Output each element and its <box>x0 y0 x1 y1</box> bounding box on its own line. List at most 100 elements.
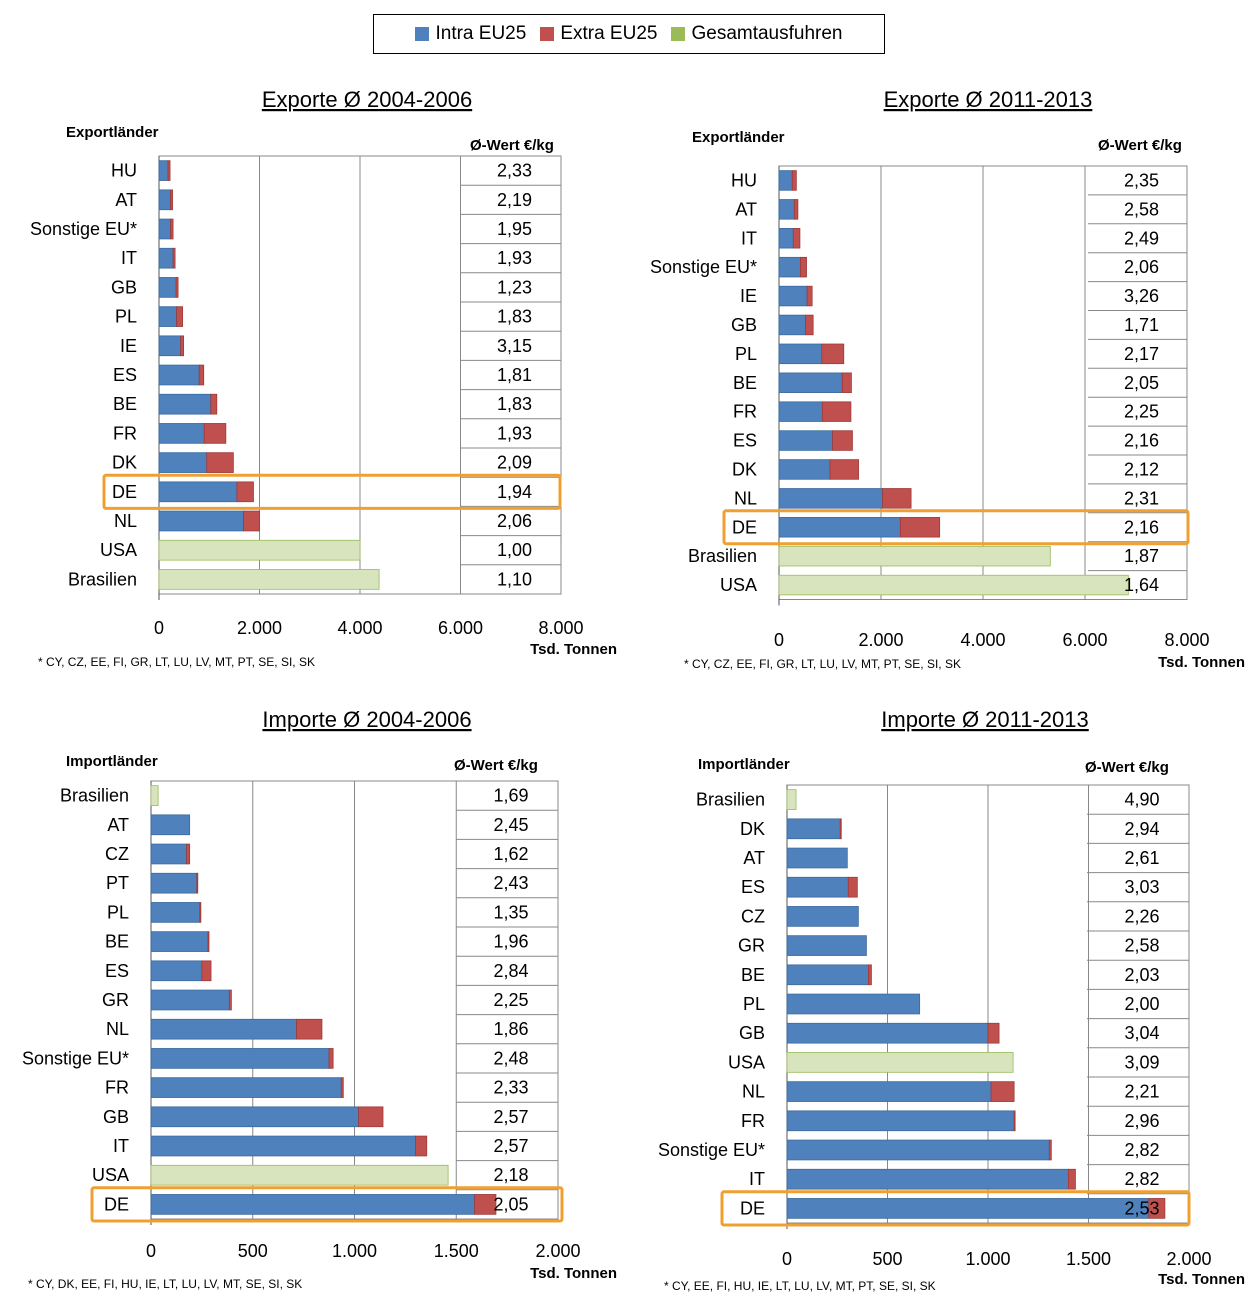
bar-extra <box>196 872 199 894</box>
value-label: 1,64 <box>1124 575 1159 595</box>
category-label: AT <box>743 848 765 868</box>
category-label: Brasilien <box>688 546 757 566</box>
legend-swatch-intra <box>415 27 430 41</box>
value-header: Ø-Wert €/kg <box>470 137 554 154</box>
bar-intra <box>150 1194 475 1215</box>
bar-intra <box>158 277 177 298</box>
category-label: FR <box>113 423 137 443</box>
chart-legend: Intra EU25 Extra EU25 Gesamtausfuhren <box>373 14 885 54</box>
value-label: 1,23 <box>497 277 532 297</box>
legend-label-intra: Intra EU25 <box>435 23 527 44</box>
category-label: ES <box>733 431 757 451</box>
category-label: PL <box>107 902 129 922</box>
value-label: 2,49 <box>1124 228 1159 248</box>
value-label: 1,93 <box>497 423 532 443</box>
category-label: Sonstige EU* <box>30 219 137 239</box>
value-label: 1,95 <box>497 219 532 239</box>
bar-intra <box>158 364 200 386</box>
x-tick-label: 500 <box>238 1241 268 1261</box>
bar-intra <box>786 1198 1150 1219</box>
bar-extra <box>899 517 941 538</box>
x-tick-label: 4.000 <box>960 630 1005 650</box>
value-label: 3,09 <box>1124 1052 1159 1072</box>
value-header: Ø-Wert €/kg <box>454 757 538 774</box>
value-label: 2,84 <box>493 961 528 981</box>
category-label: DE <box>104 1194 129 1214</box>
value-label: 1,10 <box>497 569 532 589</box>
x-tick-label: 8.000 <box>538 618 583 638</box>
category-label: DE <box>740 1198 765 1218</box>
value-label: 2,35 <box>1124 170 1159 190</box>
bar-extra <box>170 189 173 211</box>
bar-intra <box>150 1018 297 1040</box>
x-tick-label: 0 <box>146 1241 156 1261</box>
value-label: 1,93 <box>497 248 532 268</box>
bar-extra <box>340 1077 344 1098</box>
value-label: 1,00 <box>497 540 532 560</box>
bar-gesamt <box>150 785 159 806</box>
value-label: 3,03 <box>1124 877 1159 897</box>
bar-intra <box>150 843 188 865</box>
category-label: USA <box>728 1052 765 1072</box>
category-label: USA <box>92 1165 129 1185</box>
category-label: NL <box>106 1019 129 1039</box>
bar-intra <box>158 423 205 444</box>
bar-extra <box>207 931 210 952</box>
value-label: 2,18 <box>493 1165 528 1185</box>
category-label: CZ <box>741 906 765 926</box>
value-label: 2,05 <box>493 1194 528 1214</box>
bar-extra <box>882 488 912 509</box>
x-tick-label: 6.000 <box>1062 630 1107 650</box>
value-label: 2,94 <box>1124 819 1159 839</box>
category-label: NL <box>114 511 137 531</box>
category-label: NL <box>734 488 757 508</box>
bar-intra <box>778 314 806 336</box>
value-label: 1,35 <box>493 902 528 922</box>
value-label: 2,57 <box>493 1136 528 1156</box>
category-label: Sonstige EU* <box>22 1048 129 1068</box>
bar-intra <box>786 1168 1069 1190</box>
x-tick-label: 2.000 <box>535 1241 580 1261</box>
bar-extra <box>170 218 174 240</box>
bar-intra <box>158 510 244 532</box>
value-label: 3,04 <box>1124 1023 1159 1043</box>
footnote: * CY, EE, FI, HU, IE, LT, LU, LV, MT, PT… <box>664 1279 936 1293</box>
bar-extra <box>791 170 797 191</box>
bar-intra <box>150 814 191 836</box>
value-label: 3,15 <box>497 336 532 356</box>
bar-intra <box>150 1106 359 1128</box>
bar-gesamt <box>778 574 1129 596</box>
bar-gesamt <box>158 539 361 561</box>
bar-extra <box>474 1194 497 1215</box>
value-label: 2,26 <box>1124 906 1159 926</box>
bar-extra <box>186 843 191 865</box>
bar-intra <box>778 199 795 220</box>
bar-extra <box>1048 1139 1052 1161</box>
value-label: 2,05 <box>1124 373 1159 393</box>
bar-intra <box>778 228 794 249</box>
bar-gesamt <box>786 1052 1014 1073</box>
category-label: IT <box>749 1169 765 1189</box>
category-label: Sonstige EU* <box>658 1140 765 1160</box>
category-label: DE <box>112 482 137 502</box>
category-label: BE <box>113 394 137 414</box>
value-label: 2,96 <box>1124 1111 1159 1131</box>
footnote: * CY, CZ, EE, FI, GR, LT, LU, LV, MT, PT… <box>38 655 315 669</box>
category-label: AT <box>107 815 129 835</box>
bar-intra <box>786 1139 1050 1161</box>
legend-item-extra: Extra EU25 <box>540 23 657 45</box>
bar-intra <box>786 906 859 927</box>
bar-intra <box>150 989 230 1011</box>
bar-extra <box>868 964 872 986</box>
bar-intra <box>150 1135 416 1157</box>
category-label: DK <box>112 453 137 473</box>
value-label: 2,31 <box>1124 488 1159 508</box>
footnote: * CY, CZ, EE, FI, GR, LT, LU, LV, MT, PT… <box>684 657 961 671</box>
bar-extra <box>180 335 185 357</box>
legend-label-gesamt: Gesamtausfuhren <box>691 23 843 44</box>
value-label: 2,25 <box>1124 402 1159 422</box>
bar-extra <box>847 876 858 898</box>
bar-extra <box>821 343 845 365</box>
x-tick-label: 1.000 <box>332 1241 377 1261</box>
bar-extra <box>201 960 212 982</box>
